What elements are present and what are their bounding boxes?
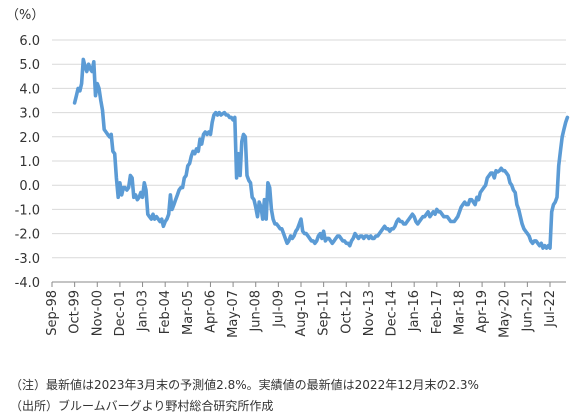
x-tick-label: Apr-19 [475, 290, 490, 333]
y-tick-label: -4.0 [15, 276, 40, 291]
x-tick-label: Feb-17 [430, 290, 445, 334]
x-tick-label: Jul-22 [543, 290, 558, 328]
y-tick-label: 0.0 [19, 179, 40, 194]
gridlines [52, 39, 566, 283]
x-tick-label: Jul-09 [271, 290, 286, 328]
y-tick-label: -2.0 [15, 228, 40, 243]
y-tick-label: -3.0 [15, 252, 40, 267]
x-tick-label: Apr-06 [203, 290, 218, 333]
y-unit-label: （%） [6, 8, 44, 23]
x-tick-label: Dec-14 [385, 290, 400, 336]
y-tick-label: 4.0 [19, 82, 40, 97]
y-tick-label: 5.0 [19, 58, 40, 73]
y-tick-label: -1.0 [15, 203, 40, 218]
footnote-note: （注）最新値は2023年3月末の予測値2.8%。実績値の最新値は2022年12月… [10, 378, 479, 392]
x-tick-label: Jun-21 [520, 290, 535, 333]
x-tick-label: Oct-12 [339, 290, 354, 334]
x-tick-label: May-07 [226, 290, 241, 338]
footnote-source: （出所）ブルームバーグより野村総合研究所作成 [10, 399, 274, 413]
x-tick-label: Mar-18 [452, 290, 467, 335]
y-tick-label: 1.0 [19, 155, 40, 170]
x-axis-ticks: Sep-98 Oct-99 Nov-00 Dec-01 Jan-03 Feb-04 Mar-… [45, 282, 558, 338]
x-tick-label: Nov-13 [362, 290, 377, 336]
x-tick-label: Sep-98 [45, 290, 60, 336]
x-tick-label: Jan-16 [407, 290, 422, 332]
y-tick-label: 6.0 [19, 34, 40, 49]
y-axis-ticks: 6.0 5.0 4.0 3.0 2.0 1.0 0.0 -1.0 -2.0 -3.0 -4.0 [15, 34, 40, 291]
line-chart: （%） 6.0 5.0 4.0 3.0 2.0 1.0 0.0 -1.0 -2.0 -3.0 -4.… [6, 8, 570, 338]
x-tick-label: Jun-08 [249, 290, 264, 333]
x-tick-label: Aug-10 [294, 290, 309, 337]
x-tick-label: Dec-01 [113, 290, 128, 336]
x-tick-label: May-20 [498, 290, 513, 338]
x-tick-label: Mar-05 [181, 290, 196, 335]
x-tick-label: Oct-99 [68, 290, 83, 334]
x-tick-label: Jan-03 [136, 290, 151, 332]
series-line [72, 57, 570, 250]
x-tick-label: Sep-11 [317, 290, 332, 336]
x-tick-label: Feb-04 [158, 290, 173, 334]
y-tick-label: 3.0 [19, 107, 40, 122]
y-tick-label: 2.0 [19, 131, 40, 146]
x-tick-label: Nov-00 [90, 290, 105, 336]
